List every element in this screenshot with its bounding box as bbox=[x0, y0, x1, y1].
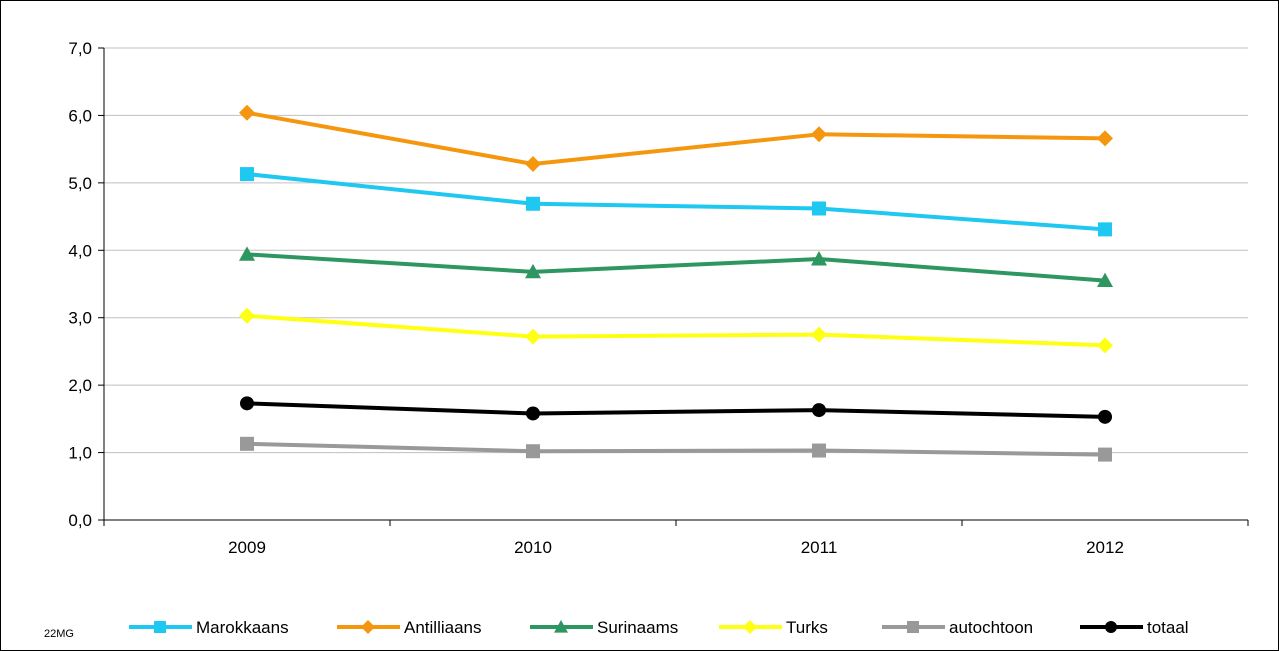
legend-label: totaal bbox=[1147, 618, 1189, 637]
x-tick-label: 2010 bbox=[514, 538, 552, 557]
data-point-marker bbox=[811, 126, 827, 143]
series-surinaams bbox=[239, 246, 1113, 288]
series-group bbox=[239, 104, 1113, 462]
y-tick-label: 5,0 bbox=[68, 174, 92, 193]
legend-item: Surinaams bbox=[530, 618, 678, 637]
series-turks bbox=[239, 307, 1113, 354]
data-point-marker bbox=[907, 621, 919, 633]
legend-item: Turks bbox=[719, 618, 828, 637]
x-tick-label: 2011 bbox=[801, 538, 838, 557]
data-point-marker bbox=[525, 328, 541, 345]
data-point-marker bbox=[240, 167, 254, 182]
x-axis-ticks: 2009 2010 2011 2012 bbox=[228, 538, 1124, 557]
series-antilliaans bbox=[239, 104, 1113, 172]
legend-label: Surinaams bbox=[597, 618, 678, 637]
series-line bbox=[246, 252, 1106, 283]
data-point-marker bbox=[525, 155, 541, 172]
data-point-marker bbox=[526, 406, 540, 421]
chart-code-label: 22MG bbox=[44, 628, 74, 640]
data-point-marker bbox=[526, 196, 540, 211]
data-point-marker bbox=[812, 403, 826, 418]
data-point-marker bbox=[361, 620, 375, 634]
data-point-marker bbox=[1098, 409, 1112, 424]
data-point-marker bbox=[239, 104, 255, 121]
data-point-marker bbox=[1097, 337, 1113, 354]
y-tick-label: 7,0 bbox=[68, 39, 92, 58]
x-tick-label: 2009 bbox=[228, 538, 266, 557]
y-tick-label: 1,0 bbox=[68, 444, 92, 463]
series-totaal bbox=[240, 396, 1112, 424]
data-point-marker bbox=[743, 620, 757, 634]
series-marokkaans bbox=[240, 167, 1112, 237]
data-point-marker bbox=[239, 307, 255, 324]
series-line bbox=[246, 441, 1106, 457]
legend-label: Antilliaans bbox=[404, 618, 482, 637]
data-point-marker bbox=[1105, 621, 1117, 633]
series-autochtoon bbox=[240, 436, 1112, 462]
y-tick-label: 0,0 bbox=[68, 511, 92, 530]
data-point-marker bbox=[1097, 272, 1113, 288]
series-line bbox=[246, 172, 1106, 232]
legend-item: totaal bbox=[1080, 618, 1189, 637]
y-tick-label: 4,0 bbox=[68, 241, 92, 260]
y-axis-ticks: 0,0 1,0 2,0 3,0 4,0 5,0 6,0 7,0 bbox=[68, 39, 92, 530]
x-tick-label: 2012 bbox=[1086, 538, 1124, 557]
legend-item: Marokkaans bbox=[129, 618, 289, 637]
data-point-marker bbox=[525, 263, 541, 279]
series-line bbox=[246, 110, 1106, 166]
data-point-marker bbox=[811, 326, 827, 343]
data-point-marker bbox=[240, 436, 254, 451]
y-tick-label: 2,0 bbox=[68, 376, 92, 395]
legend-item: Antilliaans bbox=[337, 618, 482, 637]
data-point-marker bbox=[154, 621, 166, 633]
legend-item: autochtoon bbox=[882, 618, 1033, 637]
data-point-marker bbox=[526, 444, 540, 459]
y-tick-label: 6,0 bbox=[68, 106, 92, 125]
series-line bbox=[246, 401, 1106, 419]
data-point-marker bbox=[1098, 447, 1112, 462]
data-point-marker bbox=[1098, 222, 1112, 237]
legend-label: Turks bbox=[786, 618, 828, 637]
legend-label: autochtoon bbox=[949, 618, 1033, 637]
data-point-marker bbox=[1097, 130, 1113, 147]
series-line bbox=[246, 313, 1106, 348]
gridlines bbox=[104, 47, 1248, 454]
data-point-marker bbox=[812, 201, 826, 216]
data-point-marker bbox=[811, 251, 827, 266]
legend: Marokkaans Antilliaans Surinaams Turks autoc… bbox=[129, 618, 1189, 637]
data-point-marker bbox=[812, 443, 826, 458]
data-point-marker bbox=[239, 246, 255, 261]
data-point-marker bbox=[240, 396, 254, 411]
data-point-marker bbox=[554, 620, 568, 633]
y-tick-label: 3,0 bbox=[68, 309, 92, 328]
legend-label: Marokkaans bbox=[196, 618, 289, 637]
axes bbox=[98, 47, 1249, 526]
